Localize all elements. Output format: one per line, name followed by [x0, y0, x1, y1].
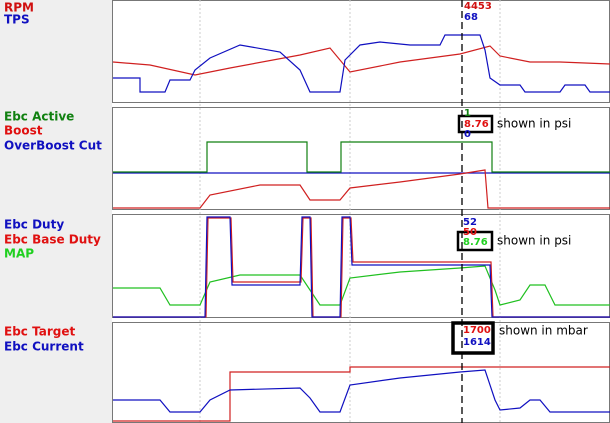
cursor-value: 8.76 — [463, 237, 488, 248]
trace-label: TPS — [4, 13, 30, 27]
trace-label: OverBoost Cut — [4, 139, 102, 153]
panel-frame — [112, 0, 610, 103]
highlight-box — [456, 230, 494, 252]
panel-frames — [112, 0, 610, 423]
cursor-value: 4453 — [464, 1, 492, 12]
highlight-box — [457, 114, 494, 134]
time-grid — [199, 0, 501, 423]
cursor-value: 1614 — [463, 337, 491, 348]
trace — [113, 265, 610, 306]
trace — [113, 217, 610, 318]
unit-note: shown in psi — [497, 117, 571, 131]
trace-label: Ebc Active — [4, 110, 74, 124]
cursor-value: 50 — [463, 227, 477, 238]
trace-label: Ebc Base Duty — [4, 233, 101, 247]
highlight-box — [451, 321, 495, 355]
cursor-value: 8.76 — [464, 119, 489, 130]
trace — [113, 366, 610, 422]
trace — [113, 369, 610, 413]
panel-frame — [112, 107, 610, 210]
unit-note: shown in psi — [497, 234, 571, 248]
panel-frame — [112, 322, 610, 423]
panel-frame — [112, 214, 610, 318]
trace-label: Ebc Duty — [4, 218, 64, 232]
trace — [113, 169, 610, 209]
cursor-value: 52 — [463, 217, 477, 228]
label-area — [0, 0, 112, 423]
cursor-value: 68 — [464, 12, 478, 23]
cursor-value: 1700 — [463, 325, 491, 336]
highlight-boxes — [451, 114, 495, 355]
trace-label: Ebc Current — [4, 340, 84, 354]
trace-label: MAP — [4, 247, 34, 261]
trace-label: Boost — [4, 124, 43, 138]
cursor-value: 1 — [464, 108, 471, 119]
trace — [113, 216, 610, 318]
trace — [113, 34, 610, 93]
trace — [112, 45, 610, 76]
trace-label: RPM — [4, 1, 34, 15]
cursor-value: 0 — [464, 129, 471, 140]
trace — [113, 141, 610, 173]
trace-label: Ebc Target — [4, 325, 75, 339]
unit-note: shown in mbar — [499, 324, 588, 338]
